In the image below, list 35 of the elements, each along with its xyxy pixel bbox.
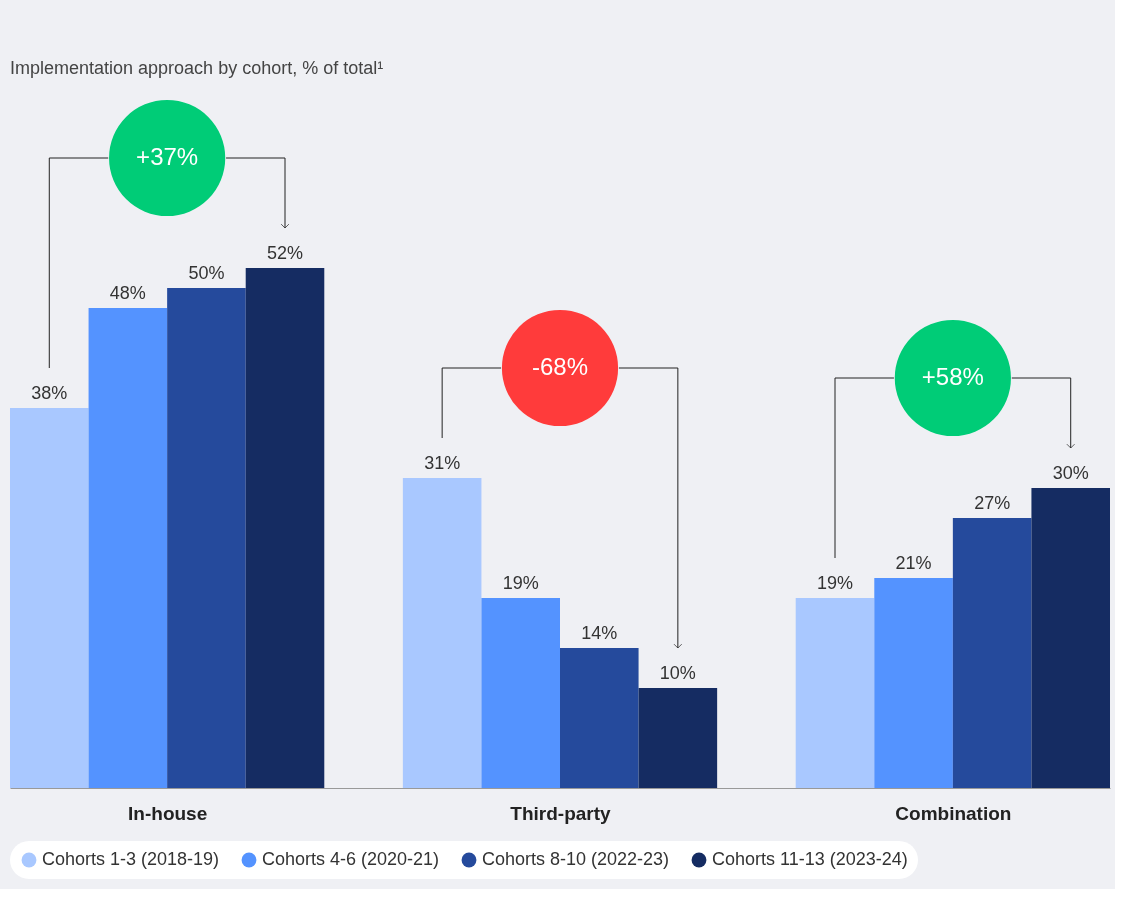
data-label: 10% [659, 663, 696, 683]
data-label: 21% [895, 553, 932, 573]
bar [88, 308, 168, 788]
data-label: 30% [1052, 463, 1089, 483]
data-label: 14% [581, 623, 618, 643]
x-tick-label: Combination [895, 802, 1012, 824]
legend-label: Cohorts 1-3 (2018-19) [42, 849, 220, 869]
x-tick-label: In-house [128, 802, 208, 824]
bar [10, 408, 89, 788]
annotation: -68% [531, 353, 589, 380]
chart-title: Implementation approach by cohort, % of total¹ [10, 58, 384, 78]
bar [245, 268, 325, 788]
bar [638, 688, 718, 788]
data-label: 52% [266, 243, 304, 263]
data-label: 27% [974, 493, 1011, 513]
bar [402, 478, 482, 788]
data-label: 38% [31, 383, 68, 403]
bar [167, 288, 246, 788]
text: +37% [136, 143, 199, 170]
bar [560, 648, 639, 788]
bar [874, 578, 953, 788]
data-label: 19% [816, 573, 854, 593]
data-label: 48% [109, 283, 146, 303]
data-label: 50% [188, 263, 225, 283]
annotation: +58% [921, 363, 984, 390]
data-label: 31% [424, 453, 461, 473]
x-tick-label: Third-party [510, 802, 612, 824]
bar [795, 598, 875, 788]
legend-label: Cohorts 11-13 (2023-24) [712, 849, 908, 869]
bar [1031, 488, 1110, 788]
data-label: 19% [502, 573, 539, 593]
legend-label: Cohorts 4-6 (2020-21) [262, 849, 440, 869]
legend-label: Cohorts 8-10 (2022-23) [482, 849, 670, 869]
bar [481, 598, 560, 788]
bar [952, 518, 1032, 788]
